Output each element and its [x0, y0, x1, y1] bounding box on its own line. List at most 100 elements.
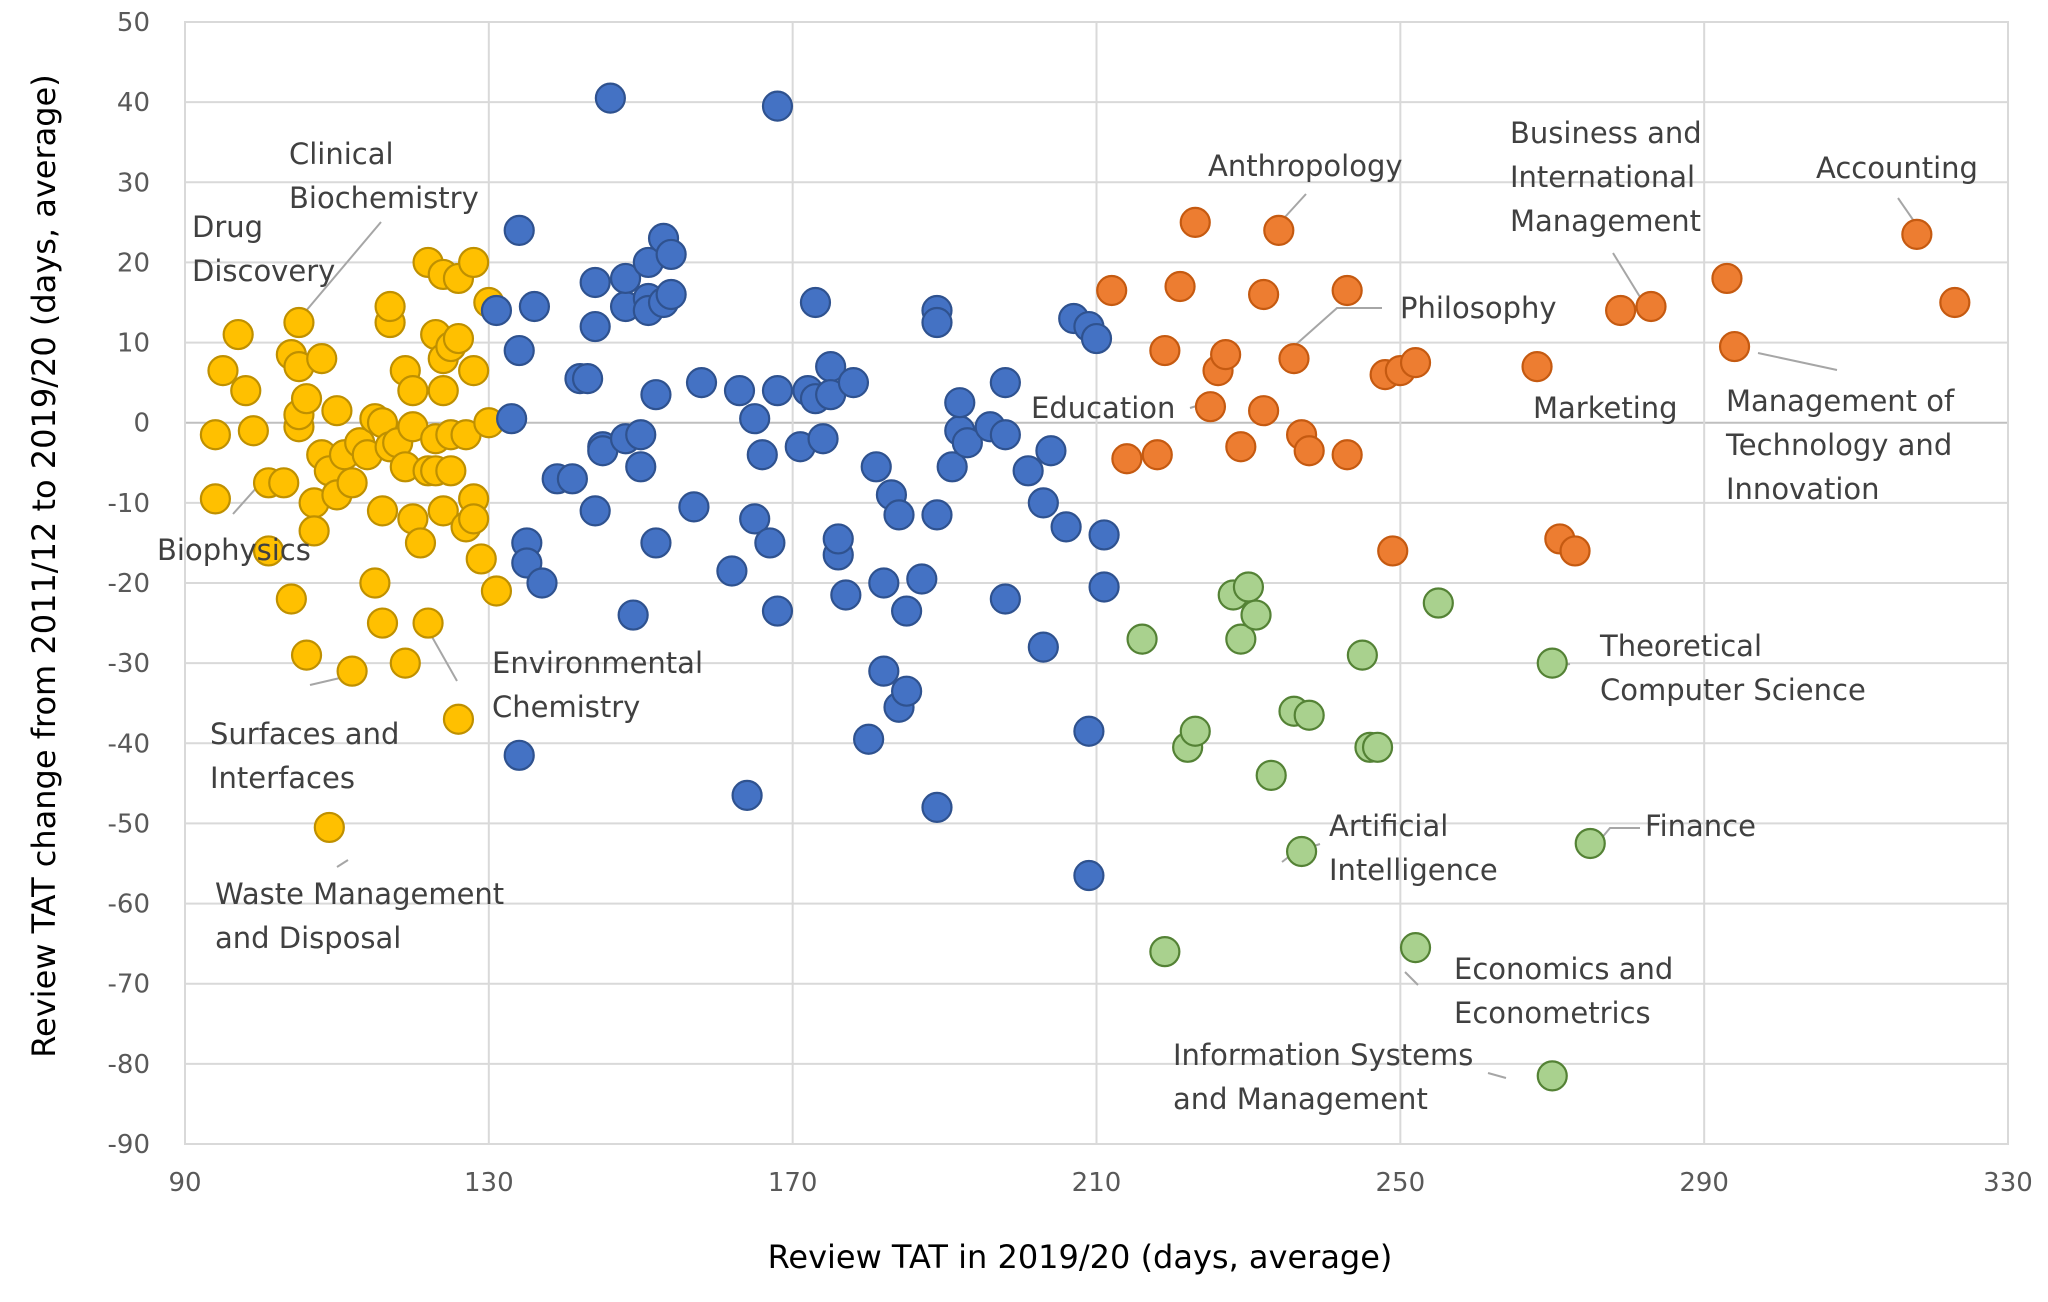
annotation-text: Drug — [192, 210, 263, 244]
data-point — [761, 375, 794, 407]
annotation-text: Marketing — [1533, 391, 1678, 425]
series-2 — [1096, 206, 1971, 567]
data-point — [374, 290, 406, 323]
y-axis-ticks: 50 40 30 20 10 0 -10 -20 -30 -40 -50 -60 -70 -80 -90 — [108, 8, 150, 1160]
data-point — [625, 419, 657, 451]
data-point — [518, 290, 551, 323]
data-point — [1939, 286, 1971, 319]
data-point — [921, 306, 953, 339]
annotation-text: Econometrics — [1454, 996, 1651, 1030]
y-tick-label: -50 — [108, 809, 150, 839]
data-point — [853, 723, 885, 755]
data-point — [579, 266, 611, 299]
data-point — [1073, 715, 1105, 747]
data-point — [883, 499, 915, 531]
data-point — [503, 214, 535, 246]
data-point — [1293, 699, 1325, 731]
data-point — [1179, 206, 1211, 238]
y-tick-label: -10 — [108, 489, 150, 519]
data-point — [366, 607, 399, 639]
annotation-11: Marketing — [1533, 391, 1678, 425]
data-point — [336, 655, 368, 687]
data-point — [921, 791, 953, 824]
y-tick-label: 20 — [117, 248, 150, 278]
data-point — [366, 495, 399, 527]
data-point — [1027, 487, 1059, 519]
data-point — [640, 527, 672, 559]
data-point — [427, 375, 459, 407]
annotation-14: Artificial Intelligence — [1329, 809, 1498, 887]
data-point — [989, 367, 1021, 399]
annotation-text: Environmental — [492, 646, 703, 680]
data-point — [1293, 435, 1325, 467]
data-point — [290, 639, 323, 671]
y-tick-label: 50 — [117, 8, 150, 38]
annotation-10: Accounting — [1816, 151, 1978, 185]
data-point — [868, 567, 900, 599]
data-point — [321, 395, 353, 427]
data-point — [655, 278, 687, 311]
data-point — [685, 367, 718, 399]
y-tick-label: 30 — [117, 168, 150, 198]
data-point — [609, 262, 642, 295]
annotation-text: Finance — [1645, 809, 1756, 843]
data-point — [739, 403, 771, 435]
annotation-text: Interfaces — [210, 761, 355, 795]
annotation-text: Accounting — [1816, 151, 1978, 185]
annotation-7: Philosophy — [1400, 291, 1557, 325]
data-point — [944, 387, 976, 419]
annotation-9: Business and International Management — [1510, 116, 1702, 238]
data-point — [921, 499, 953, 531]
data-point — [1536, 1060, 1568, 1092]
data-point — [1179, 715, 1211, 747]
data-point — [868, 655, 900, 687]
data-point — [579, 495, 611, 527]
data-point — [397, 375, 429, 407]
data-point — [754, 527, 786, 559]
data-point — [1263, 214, 1295, 246]
data-point — [465, 543, 497, 575]
x-tick-label: 290 — [1679, 1168, 1729, 1198]
data-point — [1210, 338, 1242, 371]
data-point — [1605, 294, 1637, 327]
annotation-text: Intelligence — [1329, 853, 1498, 887]
annotation-text: Innovation — [1726, 472, 1880, 506]
annotation-5: Waste Management and Disposal — [215, 877, 504, 955]
data-point — [830, 579, 862, 611]
data-point — [1361, 731, 1394, 763]
data-point — [655, 238, 687, 271]
annotation-text: International — [1510, 160, 1695, 194]
data-point — [526, 567, 558, 599]
data-point — [230, 375, 262, 407]
data-point — [837, 367, 870, 399]
data-point — [1422, 587, 1454, 619]
annotation-leader — [1404, 971, 1419, 986]
data-point — [761, 595, 794, 627]
data-point — [222, 318, 254, 351]
data-point — [625, 451, 657, 483]
data-point — [1088, 571, 1120, 603]
y-tick-label: 0 — [133, 409, 150, 439]
annotation-17: Information Systems and Management — [1173, 1038, 1473, 1116]
data-point — [442, 322, 475, 355]
y-tick-label: -90 — [108, 1130, 150, 1160]
data-point — [571, 363, 604, 395]
data-point — [1073, 859, 1105, 892]
annotation-text: Technology and — [1725, 428, 1952, 462]
data-point — [906, 563, 938, 595]
data-point — [1718, 330, 1751, 363]
data-point — [731, 779, 763, 811]
data-point — [1088, 519, 1120, 551]
annotation-12: Management of Technology and Innovation — [1725, 384, 1955, 506]
annotation-text: Business and — [1510, 116, 1702, 150]
data-point — [989, 583, 1021, 615]
y-axis-title: Review TAT change from 2011/12 to 2019/2… — [25, 74, 63, 1057]
data-point — [1080, 322, 1113, 355]
annotation-15: Finance — [1645, 809, 1756, 843]
data-point — [807, 423, 839, 455]
data-point — [237, 415, 269, 447]
data-point — [435, 455, 467, 487]
x-tick-label: 330 — [1983, 1168, 2033, 1198]
data-point — [617, 599, 649, 631]
annotation-text: Economics and — [1454, 952, 1673, 986]
